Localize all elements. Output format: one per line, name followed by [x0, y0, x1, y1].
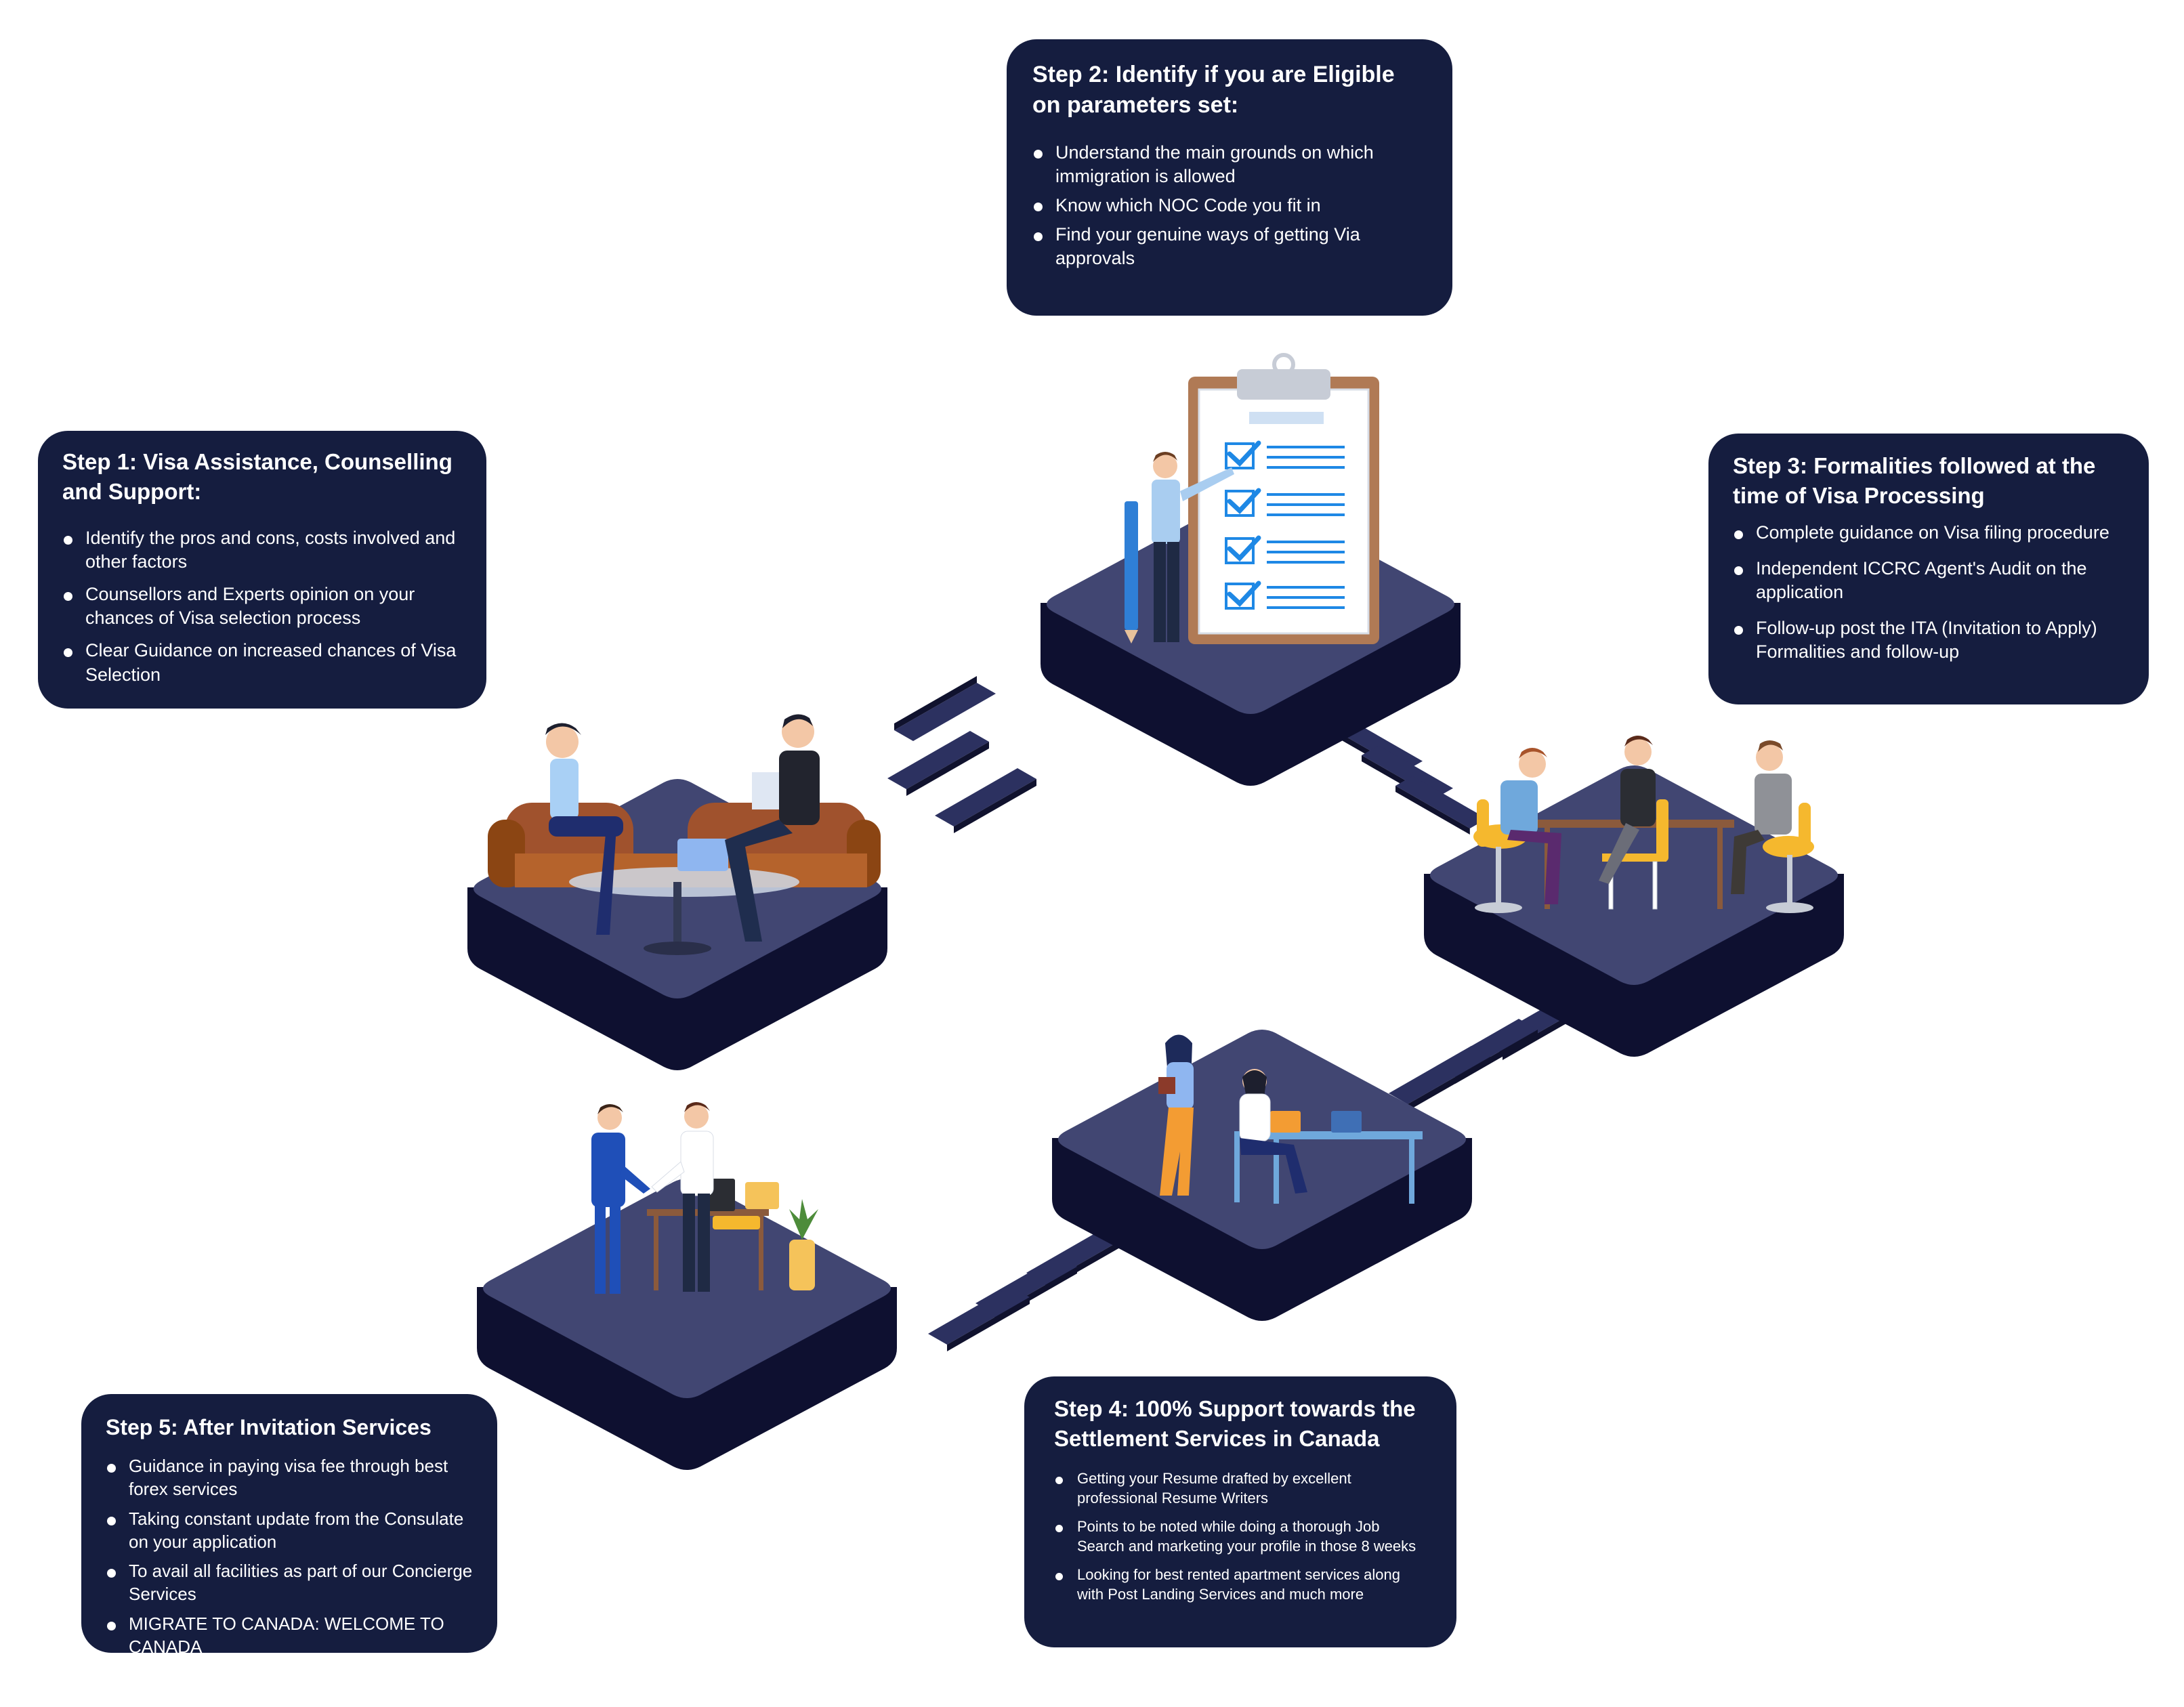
step-1-list: Identify the pros and cons, costs involv… — [62, 526, 462, 687]
checklist-clipboard-scene — [1125, 353, 1379, 644]
list-item: Looking for best rented apartment servic… — [1054, 1565, 1427, 1604]
list-item: Points to be noted while doing a thoroug… — [1054, 1517, 1427, 1556]
list-item: Counsellors and Experts opinion on your … — [62, 583, 462, 630]
list-item: Complete guidance on Visa filing procedu… — [1733, 521, 2124, 545]
list-item: Find your genuine ways of getting Via ap… — [1032, 223, 1427, 270]
step-4-title: Step 4: 100% Support towards the Settlem… — [1054, 1396, 1416, 1451]
step-5-list: Guidance in paying visa fee through best… — [106, 1455, 473, 1658]
step-4-list: Getting your Resume drafted by excellent… — [1054, 1469, 1427, 1605]
step-2-title: Step 2: Identify if you are Eligible on … — [1032, 62, 1395, 118]
list-item: Getting your Resume drafted by excellent… — [1054, 1469, 1427, 1508]
counselling-sofa-scene — [488, 714, 881, 955]
list-item: Follow-up post the ITA (Invitation to Ap… — [1733, 616, 2124, 664]
list-item: Understand the main grounds on which imm… — [1032, 141, 1427, 188]
step-5-title: Step 5: After Invitation Services — [106, 1415, 432, 1439]
step-2-card: Step 2: Identify if you are Eligible on … — [1007, 39, 1452, 316]
step-3-title: Step 3: Formalities followed at the time… — [1733, 453, 2096, 508]
connector-2-3 — [1331, 718, 1487, 835]
list-item: Independent ICCRC Agent's Audit on the a… — [1733, 557, 2124, 604]
list-item: To avail all facilities as part of our C… — [106, 1560, 473, 1606]
step-5-card: Step 5: After Invitation Services Guidan… — [81, 1394, 497, 1657]
list-item: Identify the pros and cons, costs involv… — [62, 526, 462, 574]
connector-1-2 — [887, 676, 1036, 833]
step-2-list: Understand the main grounds on which imm… — [1032, 141, 1427, 270]
list-item: Know which NOC Code you fit in — [1032, 194, 1427, 217]
step-3-list: Complete guidance on Visa filing procedu… — [1733, 521, 2124, 664]
connector-4-5 — [928, 1225, 1128, 1351]
meeting-table-scene — [1473, 736, 1814, 913]
list-item: Clear Guidance on increased chances of V… — [62, 639, 462, 686]
step-1-card: Step 1: Visa Assistance, Counselling and… — [38, 431, 486, 709]
list-item: Guidance in paying visa fee through best… — [106, 1455, 473, 1501]
handshake-scene — [591, 1102, 818, 1294]
list-item: MIGRATE TO CANADA: WELCOME TO CANADA — [106, 1613, 473, 1659]
step-3-card: Step 3: Formalities followed at the time… — [1708, 434, 2149, 704]
step-1-title: Step 1: Visa Assistance, Counselling and… — [62, 449, 453, 504]
list-item: Taking constant update from the Consulat… — [106, 1508, 473, 1554]
office-desk-scene — [1158, 1034, 1423, 1204]
step-4-card: Step 4: 100% Support towards the Settlem… — [1024, 1376, 1456, 1647]
